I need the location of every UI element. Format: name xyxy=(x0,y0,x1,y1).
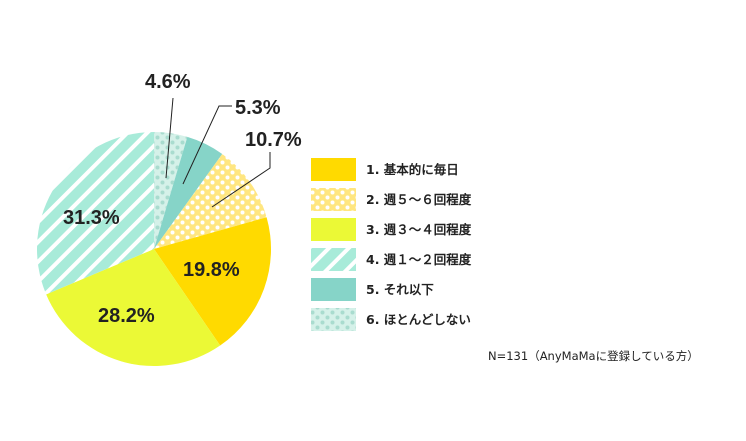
legend-label-6: 6. ほとんどしない xyxy=(366,312,471,327)
legend-swatch-2 xyxy=(311,188,356,211)
legend-swatch-1 xyxy=(311,158,356,181)
legend-swatch-6 xyxy=(311,308,356,331)
pie-slice-2 xyxy=(154,136,223,249)
data-label-2: 5.3% xyxy=(235,97,281,119)
pie-slice-3 xyxy=(154,153,267,249)
legend-label-5: 5. それ以下 xyxy=(366,282,434,297)
legend-label-2: 2. 週５～６回程度 xyxy=(366,192,472,207)
pie-slice-4 xyxy=(154,217,271,346)
legend-label-3: 3. 週３～４回程度 xyxy=(366,222,472,237)
data-label-3: 10.7% xyxy=(245,129,302,151)
data-label-5: 28.2% xyxy=(98,305,155,327)
pie-slice-6 xyxy=(36,132,154,295)
sample-note: N=131（AnyMaMaに登録している方） xyxy=(488,349,699,363)
leader-line-5-3 xyxy=(182,105,232,185)
data-label-1: 4.6% xyxy=(145,71,191,93)
pie-slice-5 xyxy=(46,249,221,366)
data-label-6: 31.3% xyxy=(63,207,120,229)
legend-swatch-4 xyxy=(311,248,356,271)
legend-swatch-5 xyxy=(311,278,356,301)
leader-line-4-6 xyxy=(165,97,174,179)
legend-swatch-3 xyxy=(311,218,356,241)
legend-label-4: 4. 週１～２回程度 xyxy=(366,252,472,267)
data-label-4: 19.8% xyxy=(183,259,240,281)
pie-slice-1 xyxy=(154,132,188,249)
legend-label-1: 1. 基本的に毎日 xyxy=(366,162,459,177)
leader-line-10-7 xyxy=(211,152,271,208)
